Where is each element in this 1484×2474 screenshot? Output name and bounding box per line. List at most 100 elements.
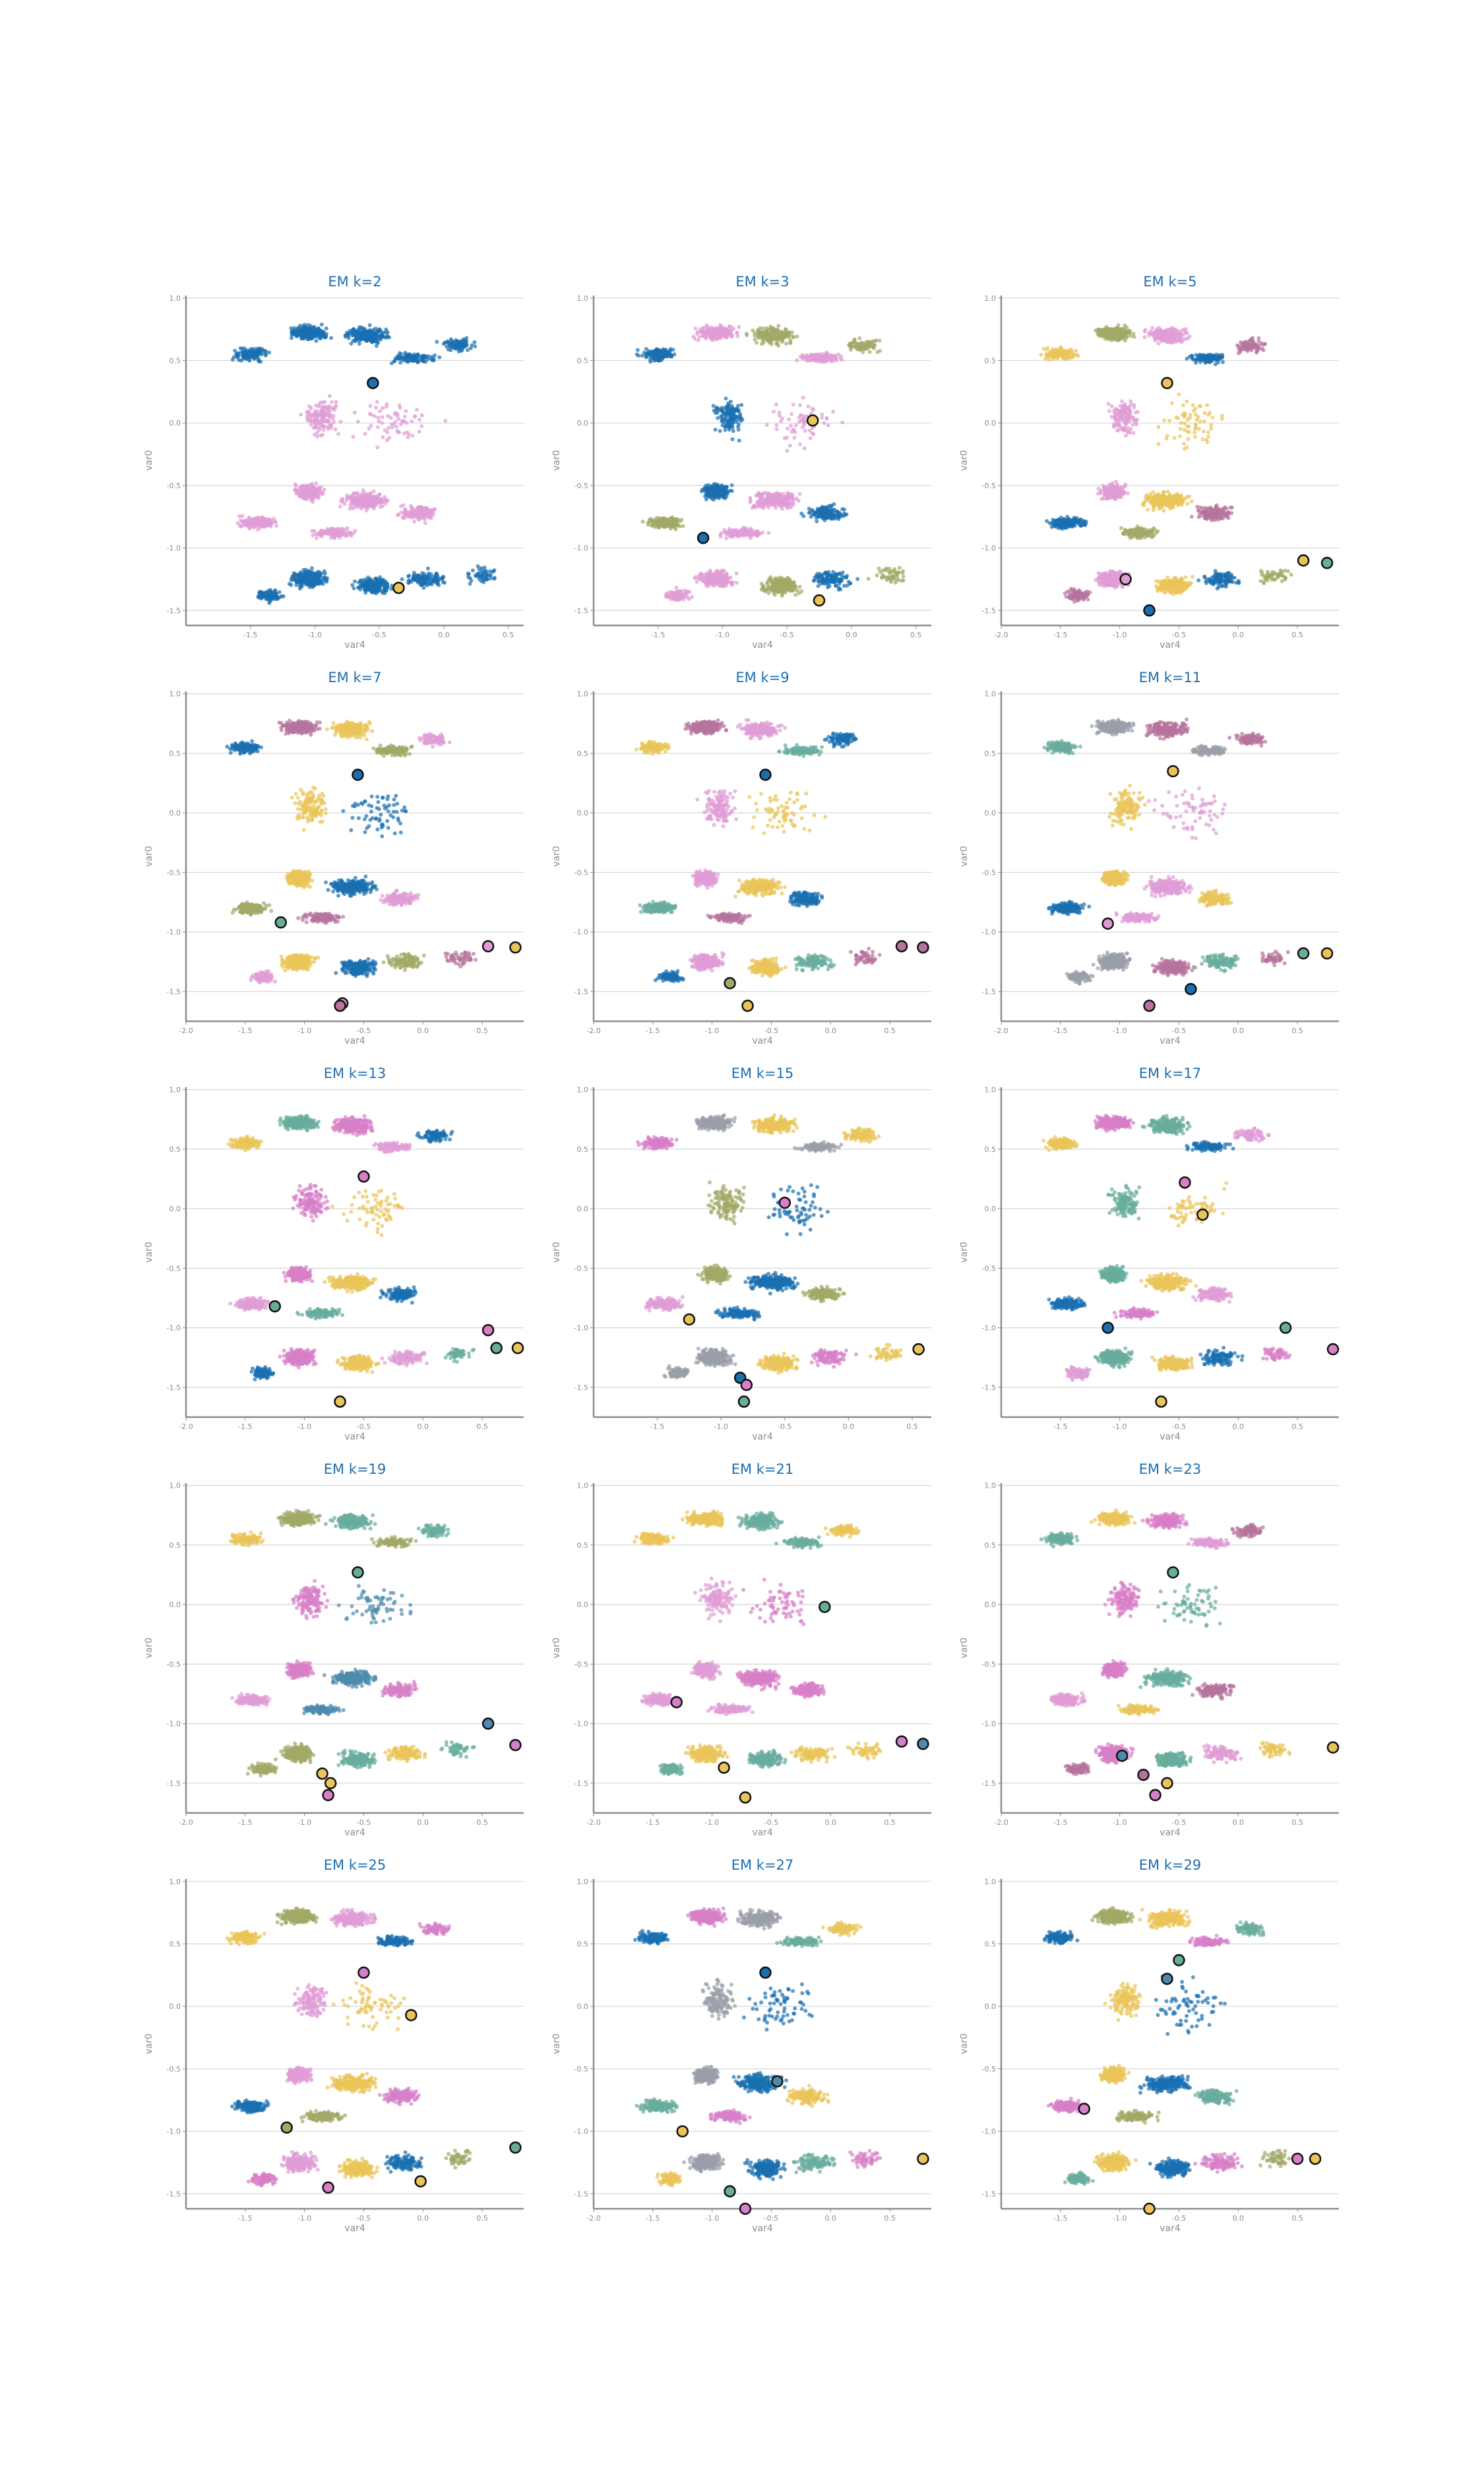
data-point	[358, 501, 363, 506]
data-point	[259, 360, 263, 364]
data-point	[711, 583, 716, 588]
data-point	[235, 351, 240, 356]
data-point	[760, 530, 764, 535]
data-point	[648, 350, 653, 355]
data-point	[358, 585, 363, 589]
data-point	[415, 506, 419, 510]
data-point	[394, 424, 399, 429]
data-point	[410, 505, 414, 510]
data-point	[416, 360, 421, 364]
data-point	[877, 338, 882, 343]
data-point	[423, 521, 427, 525]
data-point	[723, 406, 727, 410]
data-point	[302, 486, 307, 490]
data-point	[789, 501, 793, 505]
data-point	[787, 417, 791, 422]
data-point	[376, 500, 381, 505]
data-point	[258, 525, 263, 530]
data-point	[830, 358, 835, 363]
data-point	[695, 580, 699, 584]
scatter-points	[634, 323, 906, 602]
data-point	[298, 491, 303, 495]
data-point	[314, 338, 319, 343]
data-point	[414, 355, 418, 360]
data-point	[443, 418, 448, 423]
data-point	[290, 577, 294, 581]
data-point	[703, 494, 707, 499]
data-point	[739, 402, 744, 407]
data-point	[858, 348, 863, 352]
data-point	[368, 404, 373, 408]
data-point	[672, 519, 677, 524]
data-point	[829, 504, 834, 509]
data-point	[301, 568, 306, 572]
data-point	[822, 421, 826, 426]
data-point	[417, 575, 421, 579]
y-tick-label: 0.5	[170, 356, 181, 365]
data-point	[464, 343, 468, 348]
data-point	[734, 406, 739, 411]
data-point	[354, 337, 359, 342]
data-point	[338, 504, 342, 509]
data-point	[387, 435, 392, 440]
y-tick-label: 0.0	[577, 419, 589, 428]
data-point	[383, 495, 387, 499]
data-point	[301, 326, 306, 331]
data-point	[350, 505, 354, 509]
x-tick-label: 0.0	[438, 631, 450, 639]
data-point	[251, 348, 255, 352]
data-point	[784, 341, 789, 346]
data-point	[406, 574, 411, 579]
data-point	[791, 428, 795, 432]
data-point	[764, 423, 769, 428]
data-point	[325, 418, 330, 422]
data-point	[267, 517, 272, 522]
data-point	[435, 340, 439, 344]
data-point	[320, 415, 325, 420]
data-point	[840, 507, 845, 511]
data-point	[256, 357, 261, 362]
data-point	[254, 354, 259, 358]
data-point	[297, 579, 302, 583]
data-point	[748, 500, 753, 505]
data-point	[299, 412, 303, 417]
data-point	[362, 502, 367, 507]
data-point	[241, 350, 245, 354]
data-point	[704, 484, 708, 488]
data-point	[713, 428, 718, 432]
data-point	[237, 524, 242, 528]
data-point	[729, 530, 733, 534]
y-tick-label: -1.5	[167, 606, 181, 615]
data-point	[322, 488, 326, 492]
data-point	[708, 331, 712, 336]
data-point	[635, 348, 640, 352]
data-point	[704, 583, 708, 588]
data-point	[722, 486, 726, 490]
data-point	[350, 583, 355, 587]
data-point	[319, 433, 323, 438]
data-point	[770, 326, 775, 331]
data-point	[374, 577, 379, 581]
data-point	[309, 406, 313, 410]
data-point	[651, 350, 656, 355]
data-point	[319, 322, 324, 327]
data-point	[793, 423, 798, 428]
data-point	[708, 334, 712, 339]
data-point	[413, 414, 417, 419]
data-point	[410, 433, 415, 438]
data-point	[402, 431, 406, 436]
y-tick-label: 0.0	[170, 419, 181, 428]
data-point	[448, 337, 453, 342]
data-point	[367, 412, 372, 416]
data-point	[321, 420, 326, 424]
data-point	[307, 336, 311, 341]
data-point	[832, 502, 836, 507]
data-point	[795, 496, 799, 501]
data-point	[314, 421, 319, 426]
data-point	[812, 356, 816, 360]
data-point	[349, 341, 354, 346]
data-point	[815, 519, 819, 524]
data-point	[700, 326, 705, 331]
data-point	[711, 404, 716, 408]
data-point	[262, 590, 266, 595]
